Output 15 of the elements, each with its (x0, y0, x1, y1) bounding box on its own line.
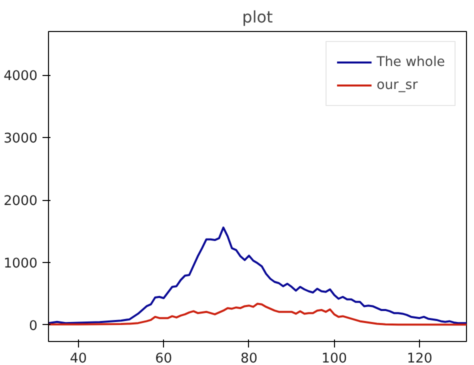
line-series (48, 226, 466, 324)
x-tick-label: 100 (322, 352, 348, 365)
chart-title: plot (242, 8, 273, 26)
y-tick-label: 4000 (4, 69, 38, 84)
x-tick-label: 60 (155, 352, 172, 365)
x-tick-label: 120 (406, 352, 432, 365)
y-tick-label: 1000 (4, 256, 38, 272)
y-tick-label: 2000 (4, 194, 38, 210)
legend-label: our_sr (376, 78, 418, 92)
y-tick-label: 0 (29, 318, 38, 334)
y-tick-label: 3000 (4, 132, 38, 147)
legend-label: The whole (376, 54, 445, 70)
x-tick-label: 80 (240, 352, 258, 365)
x-tick-label: 40 (70, 352, 87, 365)
line-series (48, 302, 466, 326)
